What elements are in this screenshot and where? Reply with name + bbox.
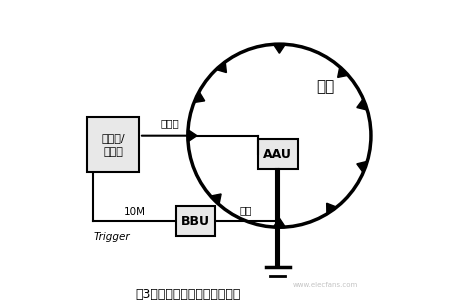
Polygon shape [216, 62, 227, 73]
Text: 频谱仪/
信号源: 频谱仪/ 信号源 [101, 133, 125, 157]
Polygon shape [327, 203, 337, 214]
Text: BBU: BBU [181, 215, 210, 228]
Bar [258, 139, 298, 169]
Polygon shape [357, 99, 368, 110]
Text: AAU: AAU [263, 148, 292, 160]
Text: www.elecfans.com: www.elecfans.com [293, 282, 358, 288]
Text: 光纤: 光纤 [240, 205, 252, 215]
Text: 10M: 10M [123, 207, 146, 217]
Polygon shape [194, 91, 205, 103]
Polygon shape [357, 161, 368, 173]
Text: 射频线: 射频线 [160, 118, 179, 128]
Text: 探头: 探头 [316, 79, 334, 94]
Polygon shape [273, 44, 285, 53]
Polygon shape [188, 130, 197, 142]
Polygon shape [338, 67, 349, 77]
Bar [176, 206, 215, 237]
Bar [87, 117, 139, 172]
Text: 图3、多探头球面近场测试系统: 图3、多探头球面近场测试系统 [135, 287, 241, 301]
Polygon shape [210, 194, 221, 205]
Polygon shape [273, 218, 285, 227]
Text: Trigger: Trigger [93, 232, 130, 242]
